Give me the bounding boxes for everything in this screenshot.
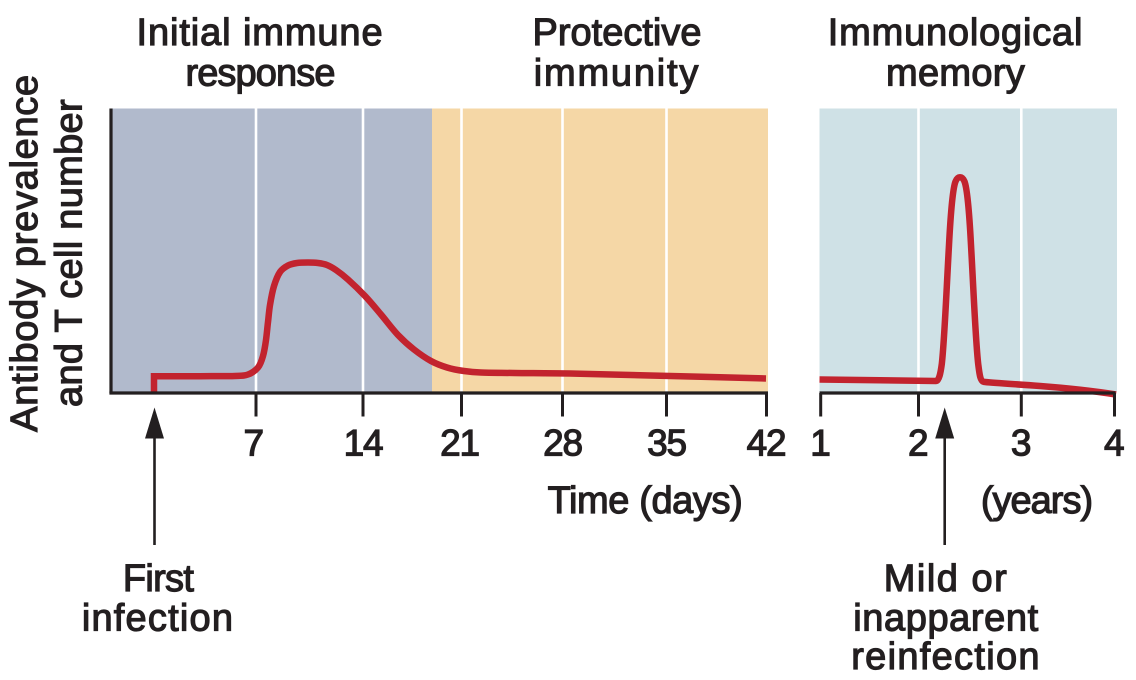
svg-text:infection: infection [82,598,234,640]
svg-text:and T cell number: and T cell number [49,99,91,407]
svg-text:4: 4 [1104,423,1125,464]
svg-text:42: 42 [747,423,786,464]
svg-text:Protective: Protective [533,12,702,54]
svg-text:response: response [185,53,334,95]
svg-text:reinfection: reinfection [851,636,1041,678]
svg-text:Antibody prevalence: Antibody prevalence [4,74,46,432]
svg-text:memory: memory [886,53,1025,95]
svg-text:14: 14 [344,423,383,464]
svg-text:21: 21 [440,423,479,464]
svg-text:1: 1 [810,423,831,464]
svg-text:3: 3 [1011,423,1032,464]
svg-text:35: 35 [647,423,686,464]
svg-text:Mild or: Mild or [884,558,1009,600]
svg-text:inapparent: inapparent [853,598,1039,640]
svg-text:28: 28 [543,423,582,464]
svg-text:(years): (years) [981,480,1092,522]
svg-text:Immunological: Immunological [828,12,1083,54]
svg-text:First: First [123,558,195,600]
svg-text:Initial immune: Initial immune [136,12,383,54]
svg-text:7: 7 [244,423,265,464]
svg-text:Time (days): Time (days) [548,480,743,522]
svg-text:immunity: immunity [534,53,700,95]
svg-text:2: 2 [908,423,929,464]
